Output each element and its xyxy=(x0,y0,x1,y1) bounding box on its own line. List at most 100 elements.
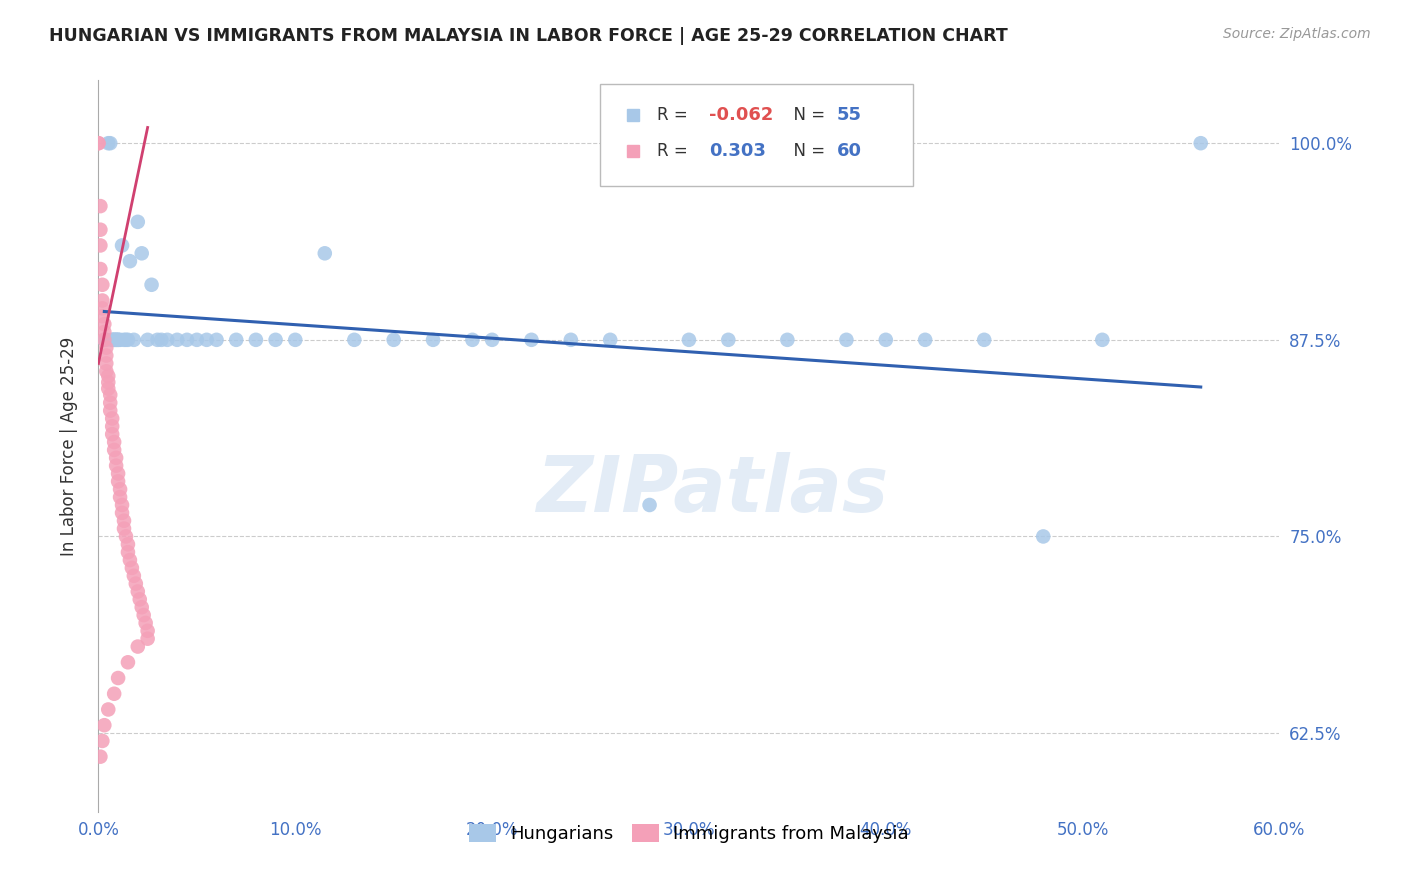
Immigrants from Malaysia xyxy=(96,356,118,370)
Hungarians xyxy=(112,333,135,347)
Immigrants from Malaysia xyxy=(132,608,155,623)
Immigrants from Malaysia xyxy=(89,749,111,764)
Hungarians xyxy=(156,333,179,347)
Hungarians xyxy=(717,333,740,347)
Immigrants from Malaysia xyxy=(91,310,114,324)
Immigrants from Malaysia xyxy=(105,450,128,465)
Immigrants from Malaysia xyxy=(87,136,110,151)
Hungarians xyxy=(107,333,129,347)
Text: HUNGARIAN VS IMMIGRANTS FROM MALAYSIA IN LABOR FORCE | AGE 25-29 CORRELATION CHA: HUNGARIAN VS IMMIGRANTS FROM MALAYSIA IN… xyxy=(49,27,1008,45)
Immigrants from Malaysia xyxy=(108,490,131,504)
Hungarians xyxy=(136,333,159,347)
Immigrants from Malaysia xyxy=(87,136,110,151)
Hungarians xyxy=(560,333,582,347)
Immigrants from Malaysia xyxy=(97,376,120,390)
Hungarians xyxy=(93,333,115,347)
Hungarians xyxy=(520,333,543,347)
Immigrants from Malaysia xyxy=(96,341,118,355)
Hungarians xyxy=(205,333,228,347)
Immigrants from Malaysia xyxy=(117,537,139,551)
Legend: Hungarians, Immigrants from Malaysia: Hungarians, Immigrants from Malaysia xyxy=(461,816,917,850)
Hungarians xyxy=(225,333,247,347)
Hungarians xyxy=(98,136,121,151)
Immigrants from Malaysia xyxy=(93,333,115,347)
Hungarians xyxy=(638,498,661,512)
Immigrants from Malaysia xyxy=(107,475,129,489)
Hungarians xyxy=(101,333,124,347)
Hungarians xyxy=(105,333,128,347)
Immigrants from Malaysia xyxy=(127,584,149,599)
Immigrants from Malaysia xyxy=(101,419,124,434)
Hungarians xyxy=(245,333,267,347)
Hungarians xyxy=(461,333,484,347)
Hungarians xyxy=(678,333,700,347)
Hungarians xyxy=(107,333,129,347)
Hungarians xyxy=(875,333,897,347)
Immigrants from Malaysia xyxy=(112,522,135,536)
Immigrants from Malaysia xyxy=(97,702,120,716)
Immigrants from Malaysia xyxy=(96,364,118,378)
Immigrants from Malaysia xyxy=(89,262,111,277)
Hungarians xyxy=(1032,529,1054,543)
Hungarians xyxy=(150,333,173,347)
Hungarians xyxy=(122,333,145,347)
Hungarians xyxy=(146,333,169,347)
Immigrants from Malaysia xyxy=(91,734,114,748)
Hungarians xyxy=(176,333,198,347)
Hungarians xyxy=(776,333,799,347)
Hungarians xyxy=(1091,333,1114,347)
Hungarians xyxy=(599,333,621,347)
Hungarians xyxy=(284,333,307,347)
Immigrants from Malaysia xyxy=(93,718,115,732)
Hungarians xyxy=(835,333,858,347)
Immigrants from Malaysia xyxy=(118,553,141,567)
FancyBboxPatch shape xyxy=(600,84,914,186)
Immigrants from Malaysia xyxy=(108,482,131,496)
Immigrants from Malaysia xyxy=(101,411,124,425)
Immigrants from Malaysia xyxy=(107,671,129,685)
Immigrants from Malaysia xyxy=(122,568,145,582)
Immigrants from Malaysia xyxy=(93,325,115,339)
Immigrants from Malaysia xyxy=(135,615,157,630)
Hungarians xyxy=(111,238,134,252)
Immigrants from Malaysia xyxy=(131,600,153,615)
Hungarians xyxy=(195,333,218,347)
Immigrants from Malaysia xyxy=(127,640,149,654)
Immigrants from Malaysia xyxy=(103,442,125,457)
Hungarians xyxy=(117,333,139,347)
Hungarians xyxy=(481,333,503,347)
Hungarians xyxy=(166,333,188,347)
Immigrants from Malaysia xyxy=(111,506,134,520)
Hungarians xyxy=(314,246,336,260)
Immigrants from Malaysia xyxy=(101,427,124,442)
Hungarians xyxy=(105,333,128,347)
Immigrants from Malaysia xyxy=(89,223,111,237)
Immigrants from Malaysia xyxy=(103,435,125,450)
Text: Source: ZipAtlas.com: Source: ZipAtlas.com xyxy=(1223,27,1371,41)
Hungarians xyxy=(96,333,118,347)
Hungarians xyxy=(131,246,153,260)
Hungarians xyxy=(115,333,138,347)
Immigrants from Malaysia xyxy=(136,624,159,638)
Hungarians xyxy=(914,333,936,347)
Hungarians xyxy=(141,277,163,292)
Immigrants from Malaysia xyxy=(98,403,121,417)
Immigrants from Malaysia xyxy=(115,529,138,543)
Hungarians xyxy=(103,333,125,347)
Immigrants from Malaysia xyxy=(117,655,139,669)
Immigrants from Malaysia xyxy=(107,467,129,481)
Hungarians xyxy=(422,333,444,347)
Text: R =: R = xyxy=(657,105,693,124)
Text: -0.062: -0.062 xyxy=(709,105,773,124)
Text: N =: N = xyxy=(783,142,831,161)
Immigrants from Malaysia xyxy=(125,576,148,591)
Immigrants from Malaysia xyxy=(91,277,114,292)
Immigrants from Malaysia xyxy=(97,382,120,396)
Immigrants from Malaysia xyxy=(89,238,111,252)
Hungarians xyxy=(264,333,287,347)
Text: N =: N = xyxy=(783,105,831,124)
Immigrants from Malaysia xyxy=(103,687,125,701)
Text: R =: R = xyxy=(657,142,693,161)
Immigrants from Malaysia xyxy=(93,317,115,331)
Text: 55: 55 xyxy=(837,105,862,124)
